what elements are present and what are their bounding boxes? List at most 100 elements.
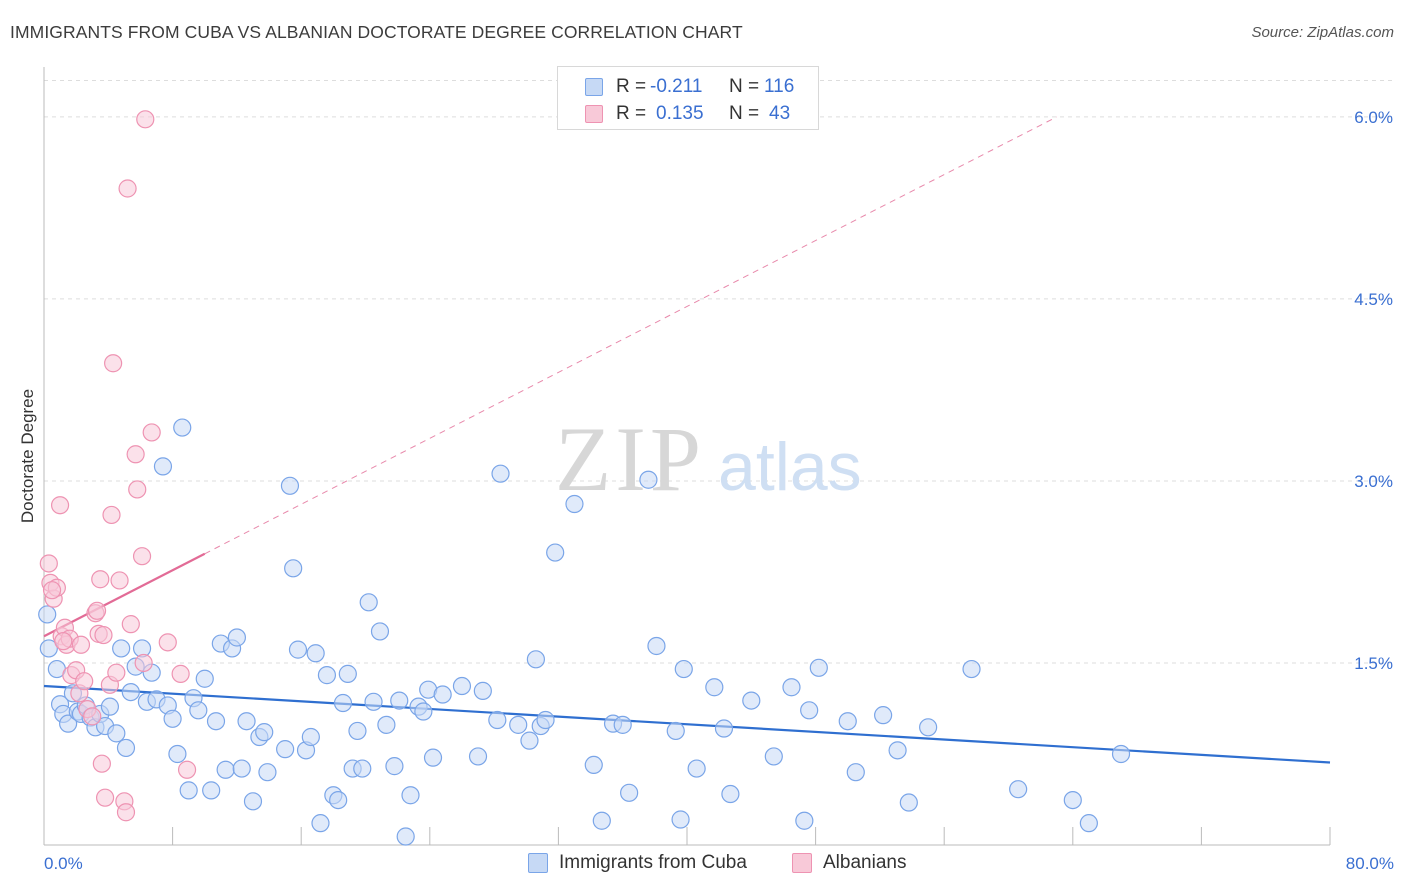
y-tick-label: 4.5% (1354, 290, 1393, 309)
source-label: Source: ZipAtlas.com (1251, 24, 1394, 41)
data-point-cuba (800, 701, 819, 720)
data-point-cuba (592, 811, 611, 830)
y-tick-labels: 1.5% 3.0% 4.5% 6.0% (1354, 108, 1393, 673)
data-point-albanians (132, 547, 152, 566)
data-point-albanians (94, 625, 113, 645)
data-point-albanians (102, 505, 121, 525)
data-point-cuba (1063, 791, 1082, 810)
data-point-cuba (390, 691, 409, 710)
y-axis-label: Doctorate Degree (18, 389, 37, 523)
data-point-cuba (333, 693, 353, 713)
data-point-albanians (87, 601, 107, 620)
data-point-cuba (396, 827, 415, 846)
data-point-cuba (237, 712, 256, 731)
data-point-cuba (353, 759, 372, 778)
data-point-cuba (584, 755, 603, 775)
data-point-cuba (311, 814, 330, 833)
data-point-cuba (276, 740, 295, 759)
data-point-cuba (112, 639, 131, 658)
data-point-cuba (452, 676, 472, 696)
data-point-albanians (91, 570, 110, 589)
data-point-cuba (370, 622, 390, 641)
data-point-cuba (401, 786, 420, 805)
data-point-albanians (134, 653, 153, 673)
watermark-atlas: atlas (718, 429, 862, 505)
series-cuba (38, 418, 1131, 846)
axes (43, 67, 1331, 846)
data-point-cuba (38, 605, 57, 624)
data-point-cuba (565, 494, 584, 514)
data-point-albanians (177, 760, 197, 779)
data-point-cuba (671, 810, 690, 829)
data-point-cuba (414, 702, 433, 721)
data-point-albanians (83, 707, 102, 726)
legend-n-label: N = (729, 103, 760, 124)
legend-r-label: R = (616, 76, 647, 97)
data-point-cuba (364, 692, 383, 711)
chart-title: IMMIGRANTS FROM CUBA VS ALBANIAN DOCTORA… (10, 22, 743, 42)
data-point-cuba (536, 710, 555, 730)
data-point-albanians (118, 179, 137, 198)
watermark-zip: ZIP (555, 408, 705, 510)
data-point-cuba (714, 719, 734, 738)
data-point-cuba (874, 706, 893, 725)
data-point-cuba (243, 792, 263, 811)
data-point-cuba (306, 644, 325, 663)
data-point-albanians (110, 571, 129, 590)
data-point-cuba (107, 724, 126, 743)
data-point-cuba (433, 685, 452, 704)
data-point-albanians (75, 672, 94, 691)
data-point-cuba (348, 721, 367, 741)
data-point-cuba (179, 781, 198, 800)
data-point-cuba (227, 628, 246, 647)
data-point-cuba (195, 669, 214, 688)
y-tick-label: 6.0% (1354, 108, 1393, 127)
zipatlas-watermark: ZIP atlas (555, 408, 862, 510)
data-point-cuba (385, 757, 404, 776)
data-point-cuba (620, 783, 639, 802)
data-point-cuba (782, 678, 801, 697)
data-point-albanians (142, 423, 161, 442)
legend-n-label: N = (729, 76, 760, 97)
data-point-cuba (705, 678, 724, 697)
data-points (38, 110, 1131, 846)
data-point-cuba (742, 691, 761, 710)
data-point-cuba (491, 464, 510, 483)
data-point-cuba (121, 682, 140, 702)
data-point-cuba (520, 731, 539, 750)
data-point-albanians (128, 480, 147, 499)
data-point-cuba (288, 640, 308, 659)
data-point-albanians (171, 664, 190, 683)
data-point-albanians (39, 554, 58, 573)
data-point-albanians (158, 633, 177, 652)
data-point-albanians (92, 754, 111, 773)
legend-r-value: -0.211 (650, 76, 703, 97)
data-point-cuba (163, 709, 182, 728)
data-point-albanians (104, 354, 123, 373)
legend-n-value: 116 (764, 76, 795, 97)
gridlines (44, 80, 1394, 664)
data-point-cuba (613, 715, 632, 734)
data-point-cuba (899, 793, 918, 812)
data-point-albanians (126, 445, 145, 464)
data-point-cuba (674, 659, 693, 679)
x-tick-label-min: 0.0% (44, 854, 83, 873)
data-point-cuba (189, 701, 208, 720)
data-point-cuba (1009, 780, 1028, 799)
data-point-cuba (1079, 814, 1098, 833)
legend-r-label: R = (616, 103, 647, 124)
y-tick-label: 1.5% (1354, 654, 1393, 673)
data-point-cuba (216, 760, 235, 779)
data-point-albanians (54, 632, 73, 651)
data-point-cuba (258, 763, 277, 782)
data-point-cuba (329, 791, 348, 810)
data-point-cuba (206, 712, 226, 731)
data-point-cuba (473, 681, 492, 700)
data-point-cuba (301, 727, 320, 747)
data-point-albanians (50, 496, 70, 515)
series-albanians (39, 110, 197, 822)
data-point-cuba (919, 718, 938, 737)
legend-label-albanians: Albanians (823, 852, 907, 873)
data-point-cuba (284, 559, 303, 578)
legend-swatch-pink (585, 105, 603, 123)
